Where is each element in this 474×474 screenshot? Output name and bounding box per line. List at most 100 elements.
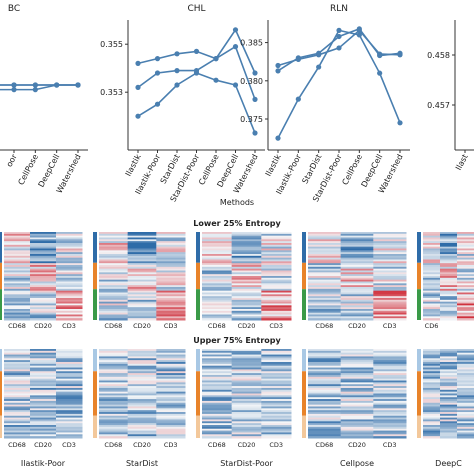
heatmap-cell	[156, 244, 186, 248]
heatmap-cell	[202, 393, 233, 396]
heatmap-cell	[423, 391, 441, 394]
heatmap-cell	[340, 387, 374, 391]
heatmap-cell	[423, 369, 441, 372]
heatmap-cell	[30, 399, 57, 402]
heatmap-cell	[373, 352, 407, 356]
heatmap-cell	[99, 285, 129, 288]
heatmap-cell	[423, 365, 441, 369]
heatmap-cell	[56, 296, 83, 299]
heatmap-cell	[308, 316, 342, 319]
heatmap-cell	[99, 318, 129, 321]
heatmap-cell	[457, 299, 474, 303]
heatmap-cell	[457, 272, 474, 275]
heatmap-cell	[156, 257, 186, 260]
heatmap-cell	[30, 296, 57, 299]
group-strip	[93, 371, 97, 416]
heatmap-cell	[56, 237, 83, 240]
data-point	[135, 113, 141, 119]
heatmap-cell	[231, 243, 262, 246]
heatmap-cell	[202, 250, 233, 253]
heatmap-cell	[261, 406, 292, 409]
heatmap-cell	[457, 365, 474, 369]
heatmap-cell	[457, 374, 474, 378]
heatmap-cell	[30, 374, 57, 378]
heatmap-cell	[308, 387, 342, 391]
heatmap-cell	[99, 360, 129, 363]
heatmap-cell	[156, 246, 186, 249]
heatmap-cell	[4, 244, 31, 248]
heatmap-cell	[457, 265, 474, 268]
heatmap-cell	[231, 410, 262, 413]
heatmap-cell	[261, 283, 292, 286]
data-point	[32, 87, 38, 93]
heatmap-cell	[156, 382, 186, 385]
heatmap-cell	[457, 296, 474, 299]
heatmap-cell	[156, 303, 186, 306]
heatmap-cell	[423, 235, 441, 238]
heatmap-cell	[156, 276, 186, 279]
heatmap-cell	[56, 248, 83, 251]
heatmap-cell	[261, 436, 292, 439]
heatmap-cell	[156, 263, 186, 266]
group-strip	[0, 262, 2, 290]
group-strip	[0, 349, 2, 372]
heatmap-cell	[373, 404, 407, 407]
heatmap-cell	[261, 358, 292, 361]
heatmap-cell	[261, 400, 292, 404]
heatmap-cell	[423, 292, 441, 295]
heatmap-cell	[202, 246, 233, 249]
heatmap-cell	[373, 399, 407, 402]
data-point	[213, 77, 219, 83]
heatmap-cell	[4, 287, 31, 290]
heatmap-cell	[373, 371, 407, 374]
heatmap-cell	[340, 399, 374, 402]
heatmap-cell	[202, 272, 233, 275]
heatmap-cell	[340, 361, 374, 365]
heatmap-cell	[4, 237, 31, 240]
heatmap-cell	[373, 301, 407, 304]
heatmaps: CD68 CD20 CD3 CD68 CD20 CD3 CD68 CD20 CD3 CD68 CD2…	[0, 232, 474, 468]
heatmap-cell	[231, 239, 262, 242]
heatmap-cell	[156, 241, 186, 244]
heatmap-cell	[423, 352, 441, 356]
heatmap-cell	[440, 287, 458, 290]
heatmap-cell	[308, 421, 342, 424]
heatmap-tick-label: CD6	[425, 322, 439, 330]
heatmap-cell	[99, 270, 129, 273]
heatmap-cell	[308, 393, 342, 396]
heatmap-cell	[373, 288, 407, 292]
heatmap-cell	[423, 382, 441, 385]
heatmap-cell	[99, 257, 129, 260]
y-tick-label: 0.458	[427, 51, 450, 60]
heatmap-cell	[231, 417, 262, 420]
heatmap-cell	[340, 261, 374, 264]
heatmap-cell	[56, 250, 83, 253]
heatmap-cell	[4, 360, 31, 363]
data-point	[336, 33, 342, 40]
data-point	[232, 27, 239, 33]
heatmap-cell	[127, 412, 157, 415]
heatmap-cell	[99, 294, 129, 297]
heatmap-cell	[156, 239, 186, 242]
heatmap-cell	[56, 373, 83, 376]
heatmap-cell	[440, 255, 458, 259]
heatmap-cell	[56, 277, 83, 281]
heatmap-cell	[4, 354, 31, 357]
heatmap-cell	[56, 419, 83, 422]
heatmap-cell	[202, 421, 233, 424]
heatmap-cell	[373, 425, 407, 428]
heatmap-cell	[4, 428, 31, 432]
heatmap-cell	[156, 232, 186, 235]
heatmap-cell	[202, 235, 233, 238]
heatmap-cell	[156, 434, 186, 437]
heatmap-cell	[156, 397, 186, 400]
heatmap-cell	[56, 399, 83, 402]
heatmap-cell	[340, 374, 374, 378]
heatmap-tick-label: CD68	[8, 322, 26, 330]
heatmap-cell	[423, 299, 441, 303]
heatmap-cell	[261, 421, 292, 424]
heatmap-cell	[457, 352, 474, 356]
heatmap-cell	[440, 303, 458, 306]
heatmap-cell	[156, 406, 186, 409]
heatmap-cell	[440, 426, 458, 430]
